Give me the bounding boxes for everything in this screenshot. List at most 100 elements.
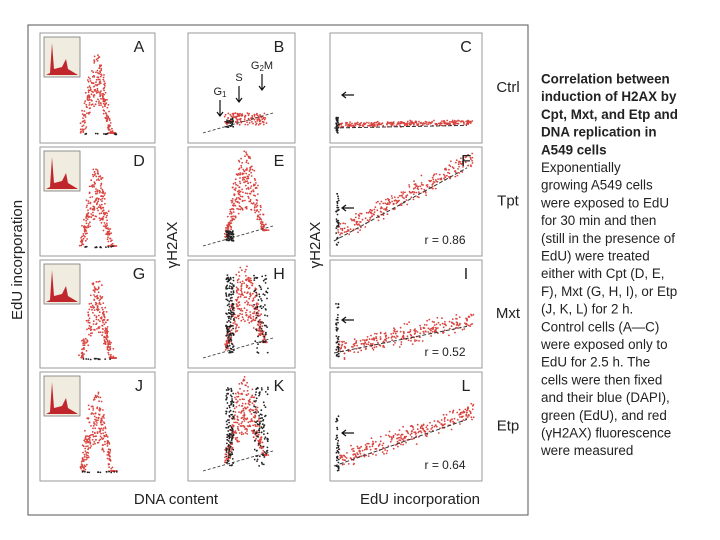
dot <box>254 296 256 298</box>
dot <box>450 428 453 431</box>
dot <box>83 110 86 112</box>
dot <box>375 345 378 348</box>
dot <box>97 209 99 212</box>
dot <box>255 182 257 184</box>
dot <box>232 208 235 211</box>
dot <box>232 315 235 317</box>
dot <box>109 130 112 133</box>
dot <box>90 216 93 219</box>
dot <box>231 287 234 290</box>
dot <box>105 211 107 214</box>
dot <box>231 464 234 466</box>
dot <box>255 391 257 393</box>
dot <box>108 230 111 233</box>
dot <box>358 125 361 127</box>
dot <box>87 86 89 89</box>
dot <box>469 156 472 159</box>
dot <box>224 459 227 462</box>
dot <box>237 278 240 280</box>
dot <box>340 346 343 349</box>
dot <box>428 318 431 321</box>
dot <box>396 335 399 338</box>
dot <box>450 160 452 163</box>
dot <box>226 224 229 227</box>
dot <box>361 218 364 221</box>
dot <box>100 221 103 224</box>
dot <box>99 295 102 297</box>
dot <box>432 187 434 190</box>
dot <box>241 188 244 191</box>
dot <box>335 129 338 132</box>
dot <box>262 279 265 282</box>
dot <box>257 429 260 431</box>
dot <box>244 270 246 273</box>
dot <box>84 337 87 340</box>
dot <box>229 409 232 412</box>
dot <box>407 339 410 342</box>
dot <box>225 227 227 229</box>
dot <box>109 348 111 351</box>
dot <box>364 341 367 344</box>
dot <box>434 187 437 190</box>
dot <box>436 180 439 183</box>
dot <box>95 416 98 419</box>
dot <box>259 305 262 308</box>
dot <box>247 291 249 294</box>
dot <box>256 449 258 452</box>
dot <box>240 309 242 312</box>
dot <box>238 383 241 385</box>
dot <box>87 321 90 324</box>
dot <box>259 122 262 125</box>
caption-title: DNA replication in <box>541 125 657 140</box>
dot <box>230 449 233 451</box>
dot <box>102 427 105 430</box>
dot <box>409 333 412 336</box>
dot <box>229 299 232 302</box>
dot <box>444 320 446 323</box>
dot <box>254 195 257 197</box>
dot <box>336 442 339 444</box>
dot <box>247 402 250 405</box>
dot <box>238 189 241 192</box>
correlation-label: r = 0.52 <box>424 345 465 359</box>
dot <box>107 236 109 239</box>
dot <box>337 219 339 222</box>
dot <box>335 318 338 321</box>
dot <box>101 177 104 179</box>
dot <box>256 423 259 425</box>
dot <box>103 417 105 419</box>
dot <box>406 120 409 123</box>
dot <box>405 195 408 198</box>
dot <box>85 215 88 218</box>
dot <box>431 424 433 427</box>
dot <box>100 187 102 190</box>
dot <box>92 427 94 430</box>
dot <box>82 130 85 133</box>
dot <box>260 321 262 323</box>
dot <box>263 225 265 228</box>
dot <box>430 335 432 337</box>
dot <box>261 463 264 465</box>
dot <box>357 214 360 216</box>
dot <box>100 90 102 92</box>
dot <box>226 387 229 389</box>
dot <box>336 340 339 343</box>
dot <box>422 327 425 329</box>
dot <box>429 421 431 424</box>
dot <box>241 310 244 312</box>
dot <box>243 376 246 378</box>
dot <box>373 211 376 214</box>
phase-subscript: 1 <box>222 90 227 99</box>
dot <box>96 305 99 307</box>
dot <box>230 325 232 328</box>
dot <box>392 202 395 205</box>
dot <box>87 76 90 79</box>
dot <box>419 427 422 430</box>
dot <box>367 455 370 457</box>
dot <box>433 330 436 333</box>
dot <box>87 89 90 92</box>
dot <box>398 346 401 348</box>
dot <box>449 120 451 123</box>
dot <box>257 439 260 442</box>
dot <box>87 435 90 438</box>
